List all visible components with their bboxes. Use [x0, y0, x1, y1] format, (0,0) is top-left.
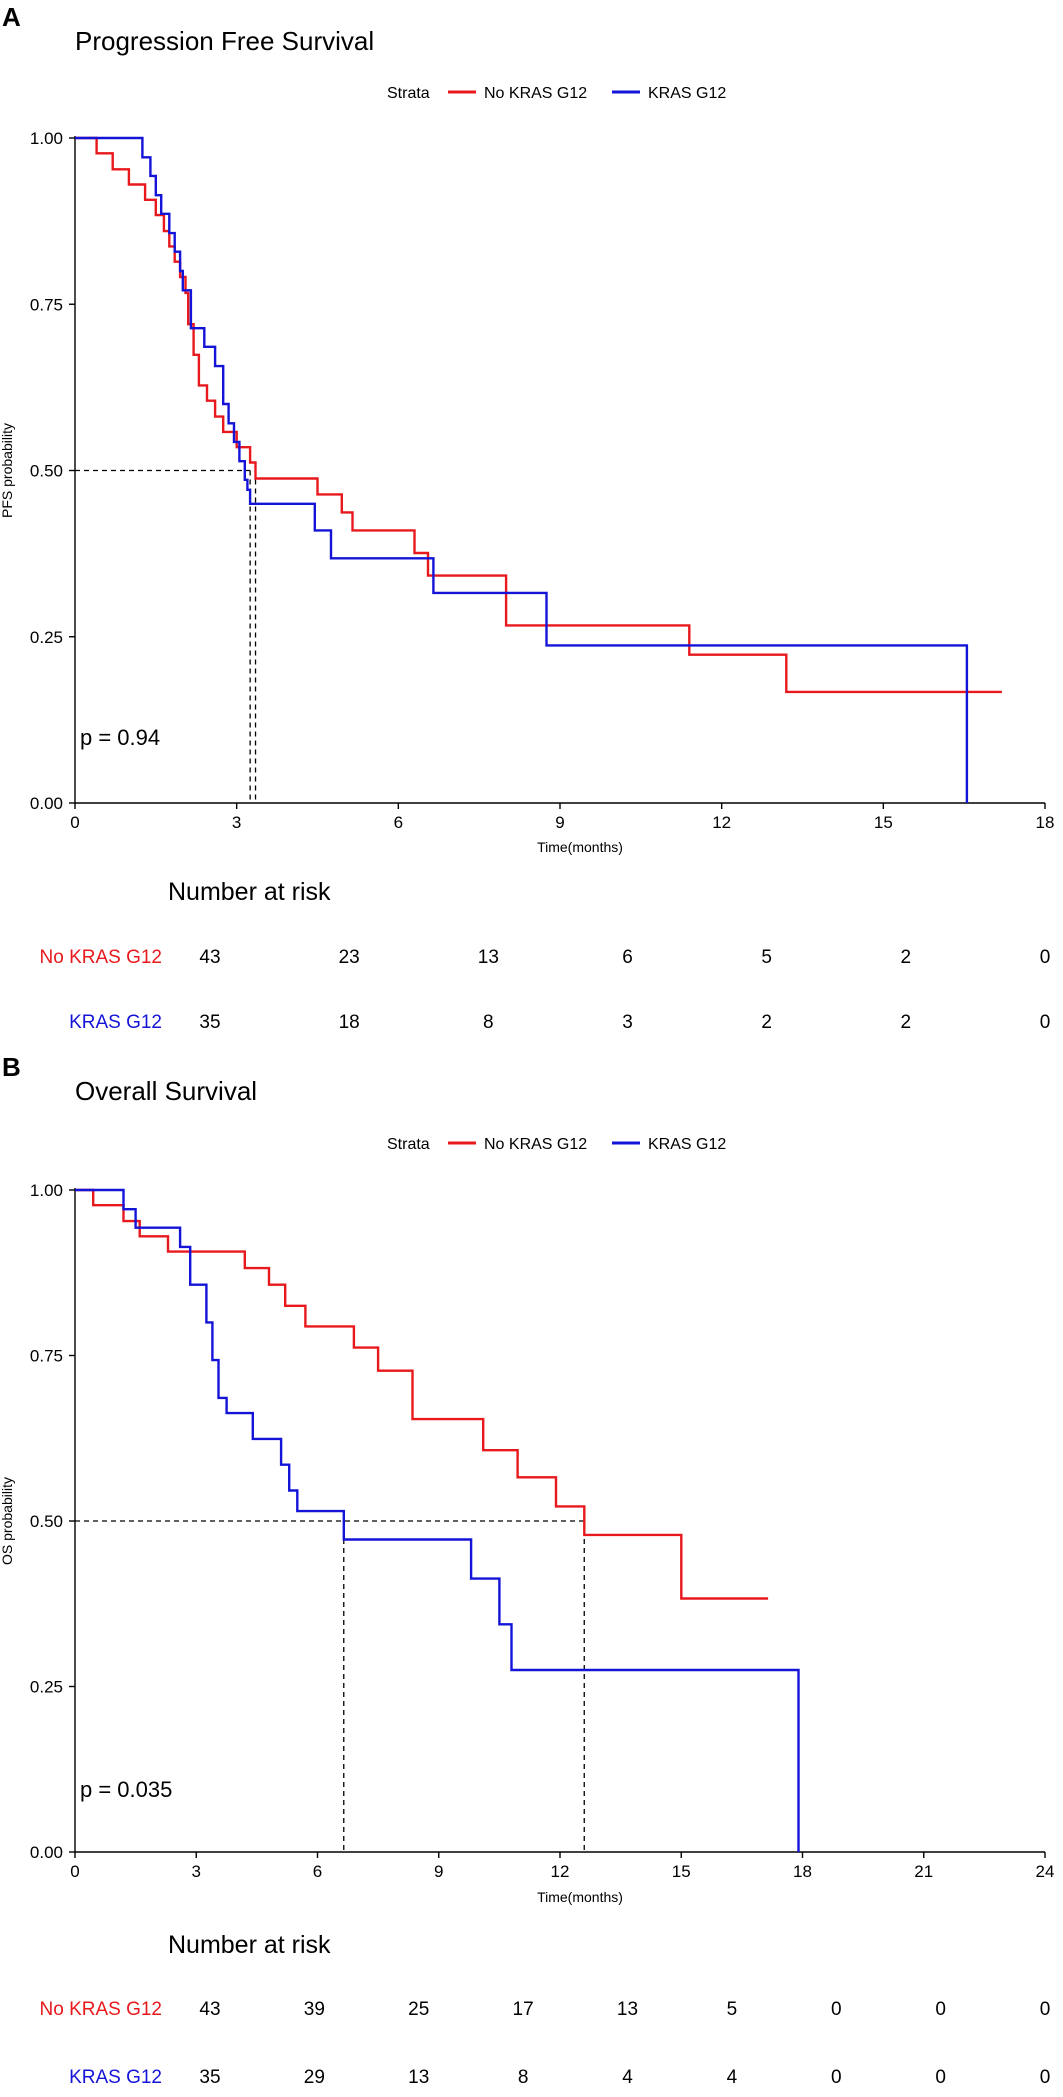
risk-value: 35: [199, 1012, 220, 1033]
risk-value: 2: [901, 1012, 912, 1033]
risk-value: 17: [513, 1999, 534, 2020]
y-tick-label: 1.00: [30, 1181, 63, 1200]
panel-a: A Progression Free Survival Strata No KRAS …: [0, 2, 1054, 1033]
survival-curve-no-kras: [75, 136, 1002, 694]
risk-value: 18: [339, 1012, 360, 1033]
legend-label-no-kras: No KRAS G12: [484, 1136, 587, 1153]
risk-table-title: Number at risk: [168, 1931, 331, 1959]
y-tick-label: 0.50: [30, 1512, 63, 1531]
risk-value: 13: [408, 2067, 429, 2088]
risk-value: 0: [1040, 1999, 1051, 2020]
risk-value: 0: [935, 2067, 946, 2088]
risk-row-label-no-kras: No KRAS G12: [40, 947, 163, 968]
risk-value: 0: [1040, 947, 1051, 968]
y-tick-label: 1.00: [30, 129, 63, 148]
survival-curve-kras: [75, 136, 969, 803]
panel-a-letter: A: [2, 2, 21, 32]
y-tick-label: 0.75: [30, 1347, 63, 1366]
risk-value: 0: [831, 2067, 842, 2088]
risk-value: 2: [761, 1012, 772, 1033]
panel-b-y-label: OS probability: [0, 1477, 15, 1565]
risk-value: 6: [622, 947, 633, 968]
panel-b-legend: Strata No KRAS G12 KRAS G12: [387, 1136, 726, 1153]
risk-value: 0: [935, 1999, 946, 2020]
x-tick-label: 3: [192, 1862, 201, 1881]
x-tick-label: 0: [70, 1862, 79, 1881]
survival-curve-no-kras: [75, 1188, 769, 1600]
panel-b-letter: B: [2, 1052, 21, 1082]
panel-b-risk-table: Number at risk No KRAS G12 43 39 25 17 13 5 0 0 0 K…: [40, 1931, 1051, 2088]
risk-value: 43: [199, 947, 220, 968]
x-tick-label: 21: [914, 1862, 933, 1881]
risk-value: 4: [622, 2067, 633, 2088]
risk-value: 2: [901, 947, 912, 968]
y-tick-label: 0.25: [30, 628, 63, 647]
survival-curve-kras: [75, 1188, 800, 1852]
panel-b: B Overall Survival Strata No KRAS G12 KRAS G…: [0, 1052, 1054, 2088]
risk-value: 5: [727, 1999, 738, 2020]
panel-a-title: Progression Free Survival: [75, 26, 374, 56]
panel-a-legend: Strata No KRAS G12 KRAS G12: [387, 85, 726, 102]
panel-b-title: Overall Survival: [75, 1076, 257, 1106]
x-tick-label: 3: [232, 813, 241, 832]
panel-b-p-value: p = 0.035: [80, 1777, 172, 1802]
x-tick-label: 12: [551, 1862, 570, 1881]
risk-value: 0: [831, 1999, 842, 2020]
risk-value: 0: [1040, 1012, 1051, 1033]
x-tick-label: 18: [793, 1862, 812, 1881]
y-tick-label: 0.00: [30, 794, 63, 813]
risk-value: 8: [518, 2067, 529, 2088]
panel-a-y-label: PFS probability: [0, 423, 15, 518]
x-tick-label: 9: [555, 813, 564, 832]
risk-table-title: Number at risk: [168, 878, 331, 906]
y-tick-label: 0.75: [30, 295, 63, 314]
legend-title: Strata: [387, 85, 430, 102]
panel-b-x-label: Time(months): [537, 1889, 623, 1905]
legend-label-kras: KRAS G12: [648, 85, 726, 102]
risk-value: 13: [478, 947, 499, 968]
risk-value: 13: [617, 1999, 638, 2020]
risk-value: 3: [622, 1012, 633, 1033]
risk-value: 5: [761, 947, 772, 968]
risk-value: 0: [1040, 2067, 1051, 2088]
risk-value: 43: [199, 1999, 220, 2020]
y-tick-label: 0.00: [30, 1843, 63, 1862]
panel-a-p-value: p = 0.94: [80, 725, 160, 750]
risk-value: 8: [483, 1012, 494, 1033]
legend-label-no-kras: No KRAS G12: [484, 85, 587, 102]
x-tick-label: 15: [874, 813, 893, 832]
x-tick-label: 18: [1036, 813, 1055, 832]
risk-value: 4: [727, 2067, 738, 2088]
x-tick-label: 12: [712, 813, 731, 832]
x-tick-label: 24: [1036, 1862, 1055, 1881]
panel-a-x-label: Time(months): [537, 839, 623, 855]
risk-value: 23: [339, 947, 360, 968]
x-tick-label: 6: [313, 1862, 322, 1881]
risk-value: 25: [408, 1999, 429, 2020]
risk-row-label-no-kras: No KRAS G12: [40, 1999, 163, 2020]
x-tick-label: 6: [394, 813, 403, 832]
risk-row-label-kras: KRAS G12: [69, 1012, 162, 1033]
y-tick-label: 0.50: [30, 462, 63, 481]
x-tick-label: 0: [70, 813, 79, 832]
risk-value: 29: [304, 2067, 325, 2088]
y-tick-label: 0.25: [30, 1678, 63, 1697]
legend-title: Strata: [387, 1136, 430, 1153]
risk-value: 39: [304, 1999, 325, 2020]
x-tick-label: 15: [672, 1862, 691, 1881]
legend-label-kras: KRAS G12: [648, 1136, 726, 1153]
x-tick-label: 9: [434, 1862, 443, 1881]
risk-value: 35: [199, 2067, 220, 2088]
risk-row-label-kras: KRAS G12: [69, 2067, 162, 2088]
